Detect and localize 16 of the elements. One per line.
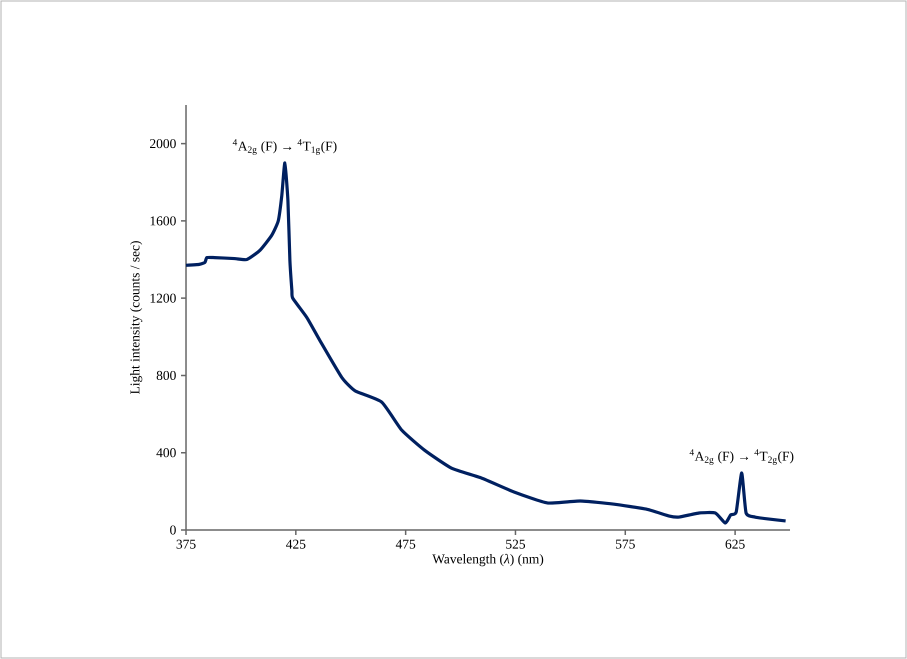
x-tick-label: 625: [726, 540, 745, 549]
y-axis-title: Light intensity (counts / sec): [130, 241, 142, 394]
y-tick-label: 800: [156, 370, 176, 380]
y-tick-label: 2000: [150, 139, 176, 148]
y-tick-label: 1200: [150, 294, 176, 303]
annotation: $^{4}$A$_{2g}$ (F) → $^{4}$T$_{2g}$(F): [690, 449, 794, 465]
x-tick-label: 475: [396, 540, 416, 549]
x-tick-label: 525: [506, 540, 526, 549]
y-tick-label: 0: [170, 525, 176, 535]
x-tick-label: 575: [616, 540, 635, 549]
annotation: $^{4}$A$_{2g}$ (F) → $^{4}$T$_{1g}$(F): [232, 139, 337, 155]
y-tick-label: 1600: [150, 216, 176, 226]
y-tick-label: 400: [156, 448, 176, 458]
x-tick-label: 375: [176, 540, 196, 549]
x-axis-title: Wavelength (λ) (nm): [432, 554, 544, 566]
x-tick-label: 425: [286, 540, 306, 549]
